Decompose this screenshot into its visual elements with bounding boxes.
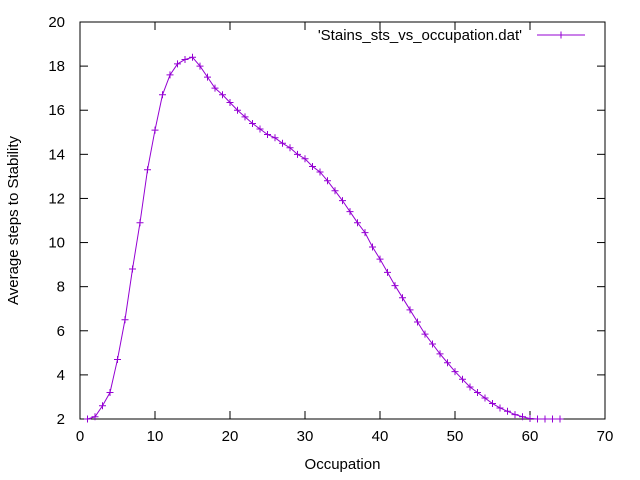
legend-marker-sample (557, 31, 565, 39)
y-tick-label: 10 (48, 235, 65, 252)
data-point-marker (444, 359, 451, 367)
y-tick-label: 18 (48, 58, 65, 75)
legend-label: 'Stains_sts_vs_occupation.dat' (318, 27, 522, 44)
data-point-marker (556, 415, 564, 423)
data-point-marker (369, 243, 376, 251)
data-point-marker (286, 144, 294, 152)
data-point-marker (241, 113, 249, 121)
x-axis-ticks: 0 10 20 30 40 50 60 70 (76, 22, 614, 445)
data-point-marker (159, 91, 166, 99)
axes (79, 21, 606, 420)
data-point-marker (541, 415, 549, 423)
x-axis-title: Occupation (305, 456, 381, 473)
data-point-marker (519, 413, 526, 421)
data-point-marker (391, 282, 399, 290)
data-point-marker (309, 162, 316, 170)
data-point-marker (489, 400, 496, 408)
data-point-marker (481, 394, 489, 402)
data-point-marker (211, 84, 219, 92)
series-line (87, 56, 560, 420)
data-point-marker (99, 402, 106, 410)
x-tick-label: 20 (222, 428, 239, 445)
data-point-marker (466, 383, 474, 391)
x-tick-label: 0 (76, 428, 84, 445)
data-point-marker (346, 208, 354, 216)
data-point-marker (451, 368, 459, 376)
data-point-marker (174, 60, 181, 68)
x-tick-label: 40 (372, 428, 389, 445)
data-point-marker (151, 126, 159, 134)
x-tick-label: 60 (522, 428, 539, 445)
data-point-marker (474, 389, 481, 397)
plot-frame (79, 21, 606, 420)
y-axis-title: Average steps to Stability (5, 136, 22, 305)
data-point-marker (121, 316, 129, 324)
data-point-marker (361, 229, 369, 237)
y-tick-label: 16 (48, 102, 65, 119)
y-tick-label: 14 (48, 146, 65, 163)
data-point-marker (279, 139, 286, 147)
data-point-marker (196, 62, 204, 70)
x-tick-label: 50 (447, 428, 464, 445)
data-point-marker (316, 168, 324, 176)
data-point-marker (226, 99, 234, 107)
data-point-marker (429, 340, 436, 348)
data-point-marker (234, 106, 241, 114)
data-point-marker (144, 166, 151, 174)
y-axis-ticks: 2 4 6 8 10 12 14 16 18 20 (48, 14, 605, 428)
data-point-marker (504, 407, 511, 415)
legend: 'Stains_sts_vs_occupation.dat' (318, 27, 585, 44)
data-point-marker (436, 350, 444, 358)
data-point-marker (181, 55, 189, 63)
data-point-marker (526, 415, 534, 423)
data-series (84, 53, 564, 423)
data-point-marker (189, 53, 196, 61)
data-point-marker (301, 155, 309, 163)
data-point-marker (271, 134, 279, 142)
data-point-marker (91, 413, 99, 421)
data-point-marker (264, 130, 271, 138)
data-point-marker (354, 219, 361, 227)
y-tick-label: 4 (57, 367, 65, 384)
x-tick-label: 70 (597, 428, 614, 445)
data-point-marker (129, 265, 136, 273)
data-point-marker (204, 73, 211, 81)
data-point-marker (459, 375, 466, 383)
data-point-marker (114, 355, 121, 363)
data-point-marker (421, 330, 429, 338)
data-point-marker (136, 219, 144, 227)
data-point-marker (399, 294, 406, 302)
data-point-marker (406, 306, 414, 314)
data-point-marker (256, 125, 264, 133)
data-point-marker (511, 411, 519, 419)
x-tick-label: 30 (297, 428, 314, 445)
x-tick-label: 10 (147, 428, 164, 445)
y-tick-label: 6 (57, 323, 65, 340)
data-point-marker (384, 268, 391, 276)
y-tick-label: 2 (57, 411, 65, 428)
data-point-marker (376, 255, 384, 263)
data-point-marker (324, 177, 331, 185)
data-point-marker (249, 119, 256, 127)
data-point-marker (496, 404, 504, 412)
data-point-marker (414, 318, 421, 326)
data-point-marker (219, 91, 226, 99)
data-point-marker (331, 187, 339, 195)
y-tick-label: 20 (48, 14, 65, 31)
data-point-marker (549, 415, 556, 423)
y-tick-label: 12 (48, 190, 65, 207)
data-point-marker (106, 389, 114, 397)
data-point-marker (84, 415, 91, 423)
data-point-marker (534, 415, 541, 423)
data-point-marker (166, 71, 174, 79)
data-point-marker (339, 197, 346, 205)
y-tick-label: 8 (57, 279, 65, 296)
data-point-marker (294, 150, 301, 158)
